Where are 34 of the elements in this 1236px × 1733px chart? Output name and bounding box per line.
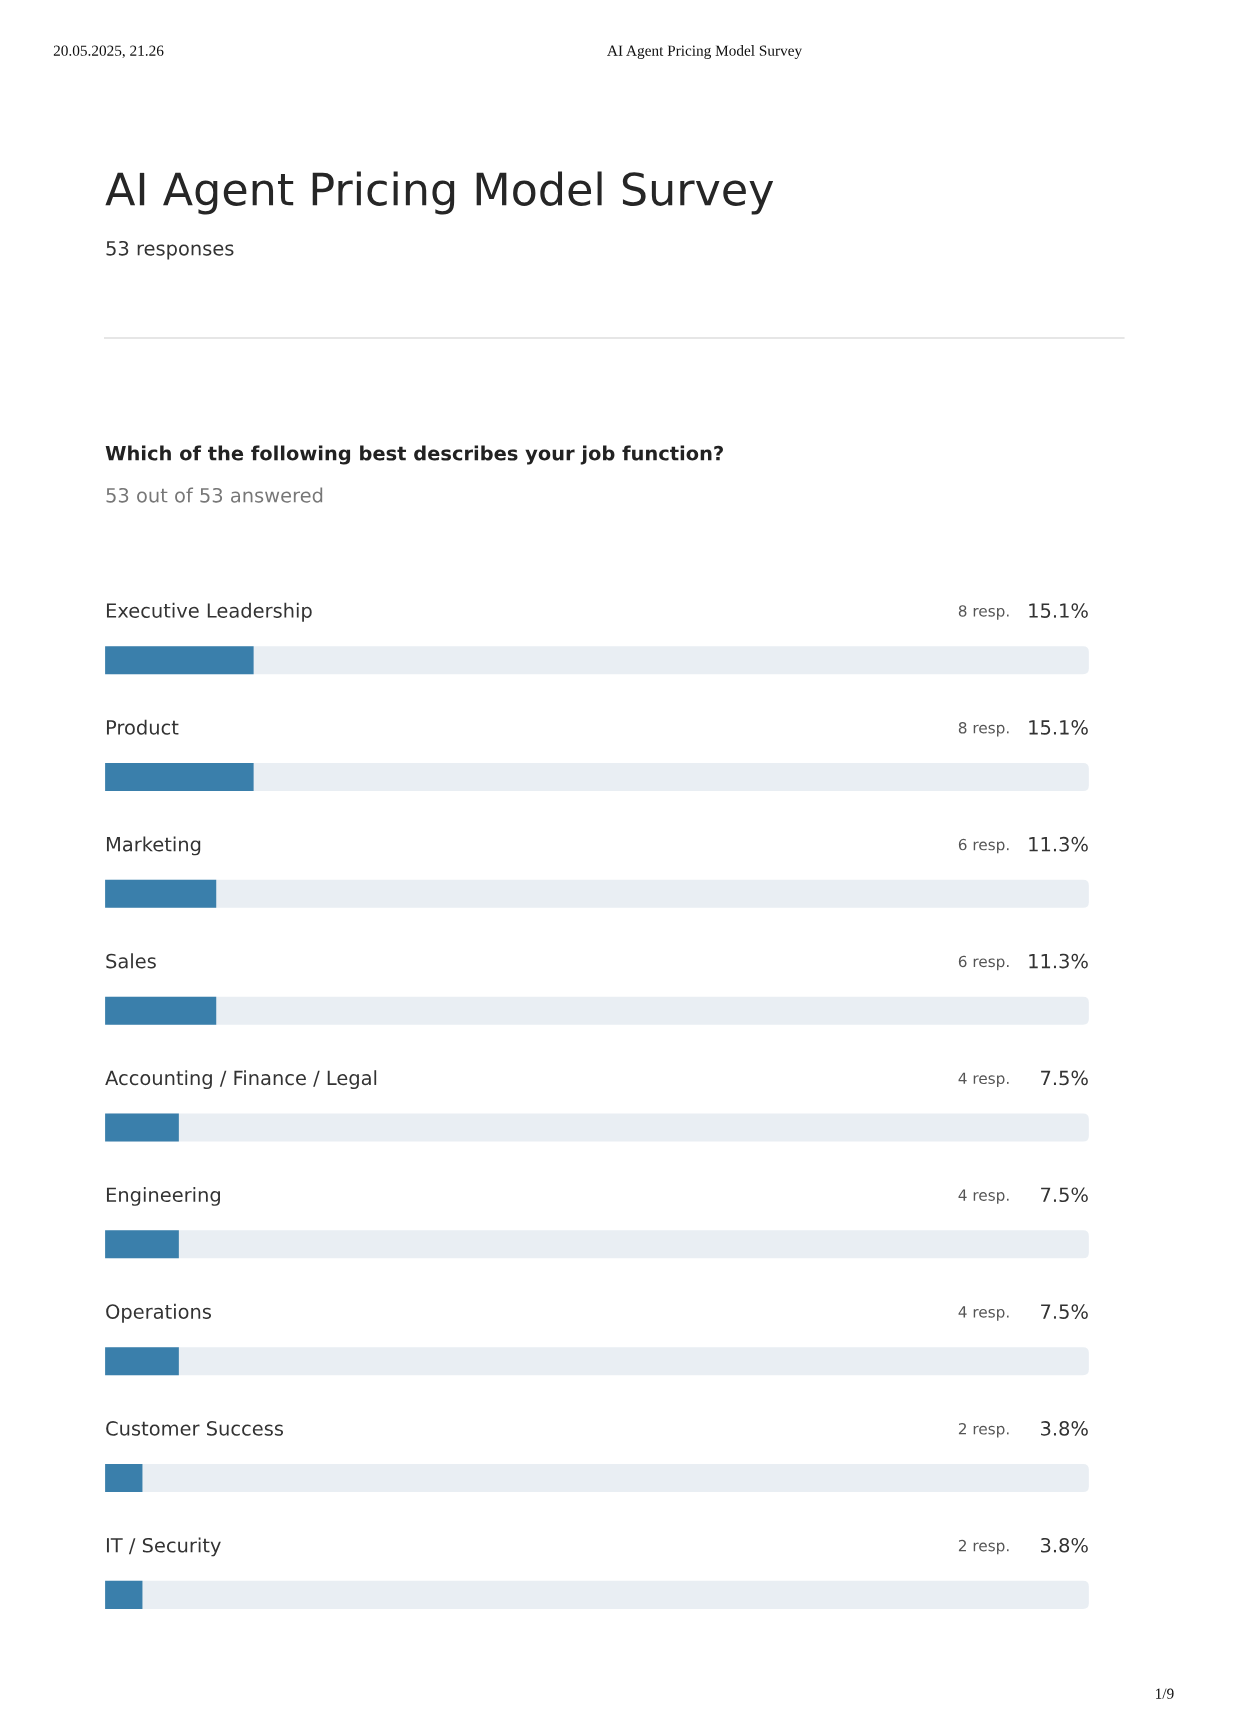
y-tick-label: Product [106, 719, 179, 735]
text: 53 out of 53 answered [106, 487, 323, 503]
annotation: 8 resp. [958, 721, 1009, 737]
annotation: 2 resp. [958, 1423, 1009, 1438]
annotation: 6 resp. [958, 955, 1009, 971]
text: 20.05.2025, 21.26 [53, 45, 164, 59]
data-label: 3.8% [1041, 1537, 1088, 1553]
data-label: 11.3% [1029, 836, 1088, 852]
annotation: 6 resp. [958, 838, 1009, 854]
text: AI Agent Pricing Model Survey [607, 45, 803, 59]
data-label: 7.5% [1041, 1304, 1088, 1319]
chart-subtitle: 53 responses [106, 240, 234, 260]
data-label: 7.5% [1041, 1187, 1088, 1203]
data-label: 7.5% [1041, 1070, 1088, 1086]
y-tick-label: Marketing [106, 836, 201, 856]
text: Which of the following best describes your job function? [105, 445, 723, 465]
y-tick-label: Executive Leadership [106, 602, 312, 622]
y-tick-label: Customer Success [106, 1421, 284, 1436]
data-label: 3.8% [1041, 1421, 1088, 1436]
y-tick-label: Accounting / Finance / Legal [105, 1070, 377, 1090]
y-tick-label: Engineering [106, 1187, 220, 1206]
data-label: 11.3% [1029, 953, 1088, 969]
text: 1/9 [1156, 1688, 1174, 1699]
annotation: 4 resp. [958, 1072, 1009, 1087]
chart-title: AI Agent Pricing Model Survey [105, 171, 774, 215]
annotation: 8 resp. [958, 605, 1009, 620]
annotation: 4 resp. [958, 1306, 1009, 1321]
annotation: 2 resp. [958, 1539, 1009, 1555]
annotation: 4 resp. [958, 1189, 1009, 1204]
data-label: 15.1% [1029, 603, 1088, 618]
y-tick-label: Operations [106, 1303, 212, 1323]
y-tick-label: Sales [106, 953, 156, 969]
y-tick-label: IT / Security [106, 1537, 221, 1557]
data-label: 15.1% [1029, 720, 1088, 735]
